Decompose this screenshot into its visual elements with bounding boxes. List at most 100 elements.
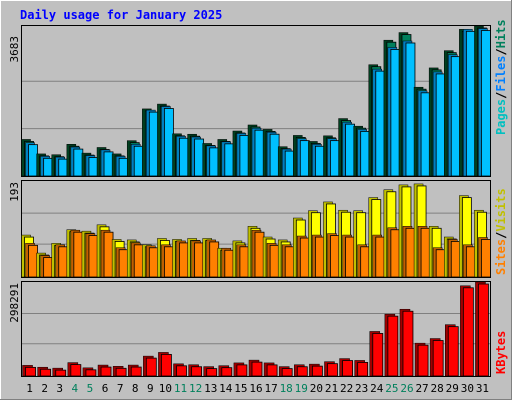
legend-sep-1: /: [494, 92, 508, 99]
x-tick-label: 3: [56, 382, 63, 395]
files-bar-27: [420, 92, 431, 177]
sites-bar-11: [179, 242, 189, 278]
sites-bar-24: [375, 236, 386, 278]
kbytes-bar-27: [417, 344, 429, 377]
sites-bar-19: [299, 237, 310, 278]
files-bar-15: [239, 135, 250, 177]
sites-bar-16: [254, 231, 265, 278]
x-tick-label: 19: [295, 382, 308, 395]
kbytes-bar-20: [311, 365, 323, 377]
kbytes-bar-31: [478, 283, 489, 377]
sites-bar-7: [118, 249, 129, 278]
sites-bar-13: [209, 241, 220, 278]
sites-bar-27: [420, 227, 431, 278]
files-bar-20: [314, 145, 325, 177]
sites-bar-6: [103, 231, 114, 278]
files-bar-1: [28, 144, 38, 177]
x-tick-label: 5: [87, 382, 94, 395]
kbytes-bar-13: [206, 368, 218, 377]
x-tick-label: 16: [249, 382, 262, 395]
x-tick-label: 28: [431, 382, 444, 395]
legend-files: Files: [494, 56, 508, 92]
x-tick-label: 8: [132, 382, 139, 395]
legend-visits: Visits: [494, 188, 508, 231]
kbytes-bar-26: [402, 310, 414, 377]
kbytes-bar-4: [70, 364, 82, 377]
kbytes-bar-30: [462, 287, 474, 377]
sites-bar-5: [88, 235, 99, 278]
kbytes-bar-7: [115, 367, 127, 377]
kbytes-bar-8: [130, 366, 142, 377]
sites-bar-4: [73, 231, 84, 278]
legend-sites: Sites: [494, 239, 508, 275]
files-bar-7: [118, 157, 129, 177]
legend-hits-panel: Pages/Files/Hits: [494, 19, 508, 135]
x-tick-label: 20: [310, 382, 323, 395]
x-tick-label: 2: [41, 382, 48, 395]
files-bar-6: [103, 151, 114, 177]
x-tick-label: 31: [476, 382, 489, 395]
kbytes-bar-22: [342, 360, 353, 377]
x-tick-label: 13: [204, 382, 217, 395]
sites-bar-20: [314, 236, 325, 278]
sites-bar-3: [58, 246, 69, 278]
x-tick-label: 6: [102, 382, 109, 395]
sites-bar-14: [224, 249, 235, 278]
kbytes-bar-18: [281, 368, 293, 377]
sites-bar-26: [405, 227, 416, 278]
x-tick-label: 22: [340, 382, 353, 395]
files-bar-11: [179, 137, 189, 177]
legend-kbytes-panel: KBytes: [494, 331, 508, 374]
sites-bar-12: [194, 242, 205, 278]
legend-visits-panel: Sites/Visits: [494, 188, 508, 275]
kbytes-bar-10: [161, 354, 172, 377]
kbytes-bar-16: [251, 361, 263, 377]
sites-bar-31: [481, 239, 491, 278]
x-tick-label: 25: [385, 382, 398, 395]
legend-kbytes: KBytes: [494, 331, 508, 374]
sites-bar-10: [164, 246, 174, 278]
kbytes-bar-6: [100, 366, 112, 377]
files-bar-9: [148, 111, 159, 177]
x-tick-label: 17: [264, 382, 277, 395]
x-tick-label: 29: [446, 382, 459, 395]
x-tick-label: 11: [174, 382, 187, 395]
sites-bar-22: [345, 236, 355, 278]
x-tick-label: 24: [370, 382, 384, 395]
hits-ymax-label: 3683: [8, 36, 21, 63]
files-bar-14: [224, 143, 235, 177]
kbytes-bar-29: [447, 326, 459, 377]
x-tick-label: 18: [280, 382, 293, 395]
files-bar-26: [405, 42, 416, 177]
legend-hits: Hits: [494, 19, 508, 48]
sites-bar-30: [465, 246, 476, 278]
files-bar-8: [133, 145, 144, 177]
x-tick-label: 9: [147, 382, 154, 395]
x-tick-label: 30: [461, 382, 474, 395]
kbytes-bar-21: [327, 363, 338, 377]
files-bar-16: [254, 129, 265, 177]
kbytes-bar-3: [55, 369, 67, 377]
x-tick-label: 1: [26, 382, 33, 395]
bars-layer: [21, 25, 491, 377]
kbytes-bar-15: [236, 364, 248, 377]
sites-bar-28: [435, 249, 446, 278]
sites-bar-1: [28, 244, 38, 278]
x-tick-label: 26: [400, 382, 413, 395]
files-bar-28: [435, 73, 446, 177]
files-bar-4: [73, 148, 84, 177]
files-bar-2: [43, 157, 54, 177]
files-bar-29: [450, 56, 461, 177]
x-tick-label: 4: [72, 382, 79, 395]
kbytes-bar-1: [25, 366, 36, 377]
kbytes-bar-11: [176, 365, 187, 377]
files-bar-5: [88, 157, 99, 177]
kbytes-bar-25: [387, 315, 399, 377]
x-tick-label: 14: [219, 382, 233, 395]
kbytes-bar-28: [432, 340, 444, 377]
files-bar-13: [209, 147, 220, 177]
legend-pages: Pages: [494, 99, 508, 135]
sites-bar-9: [148, 247, 159, 278]
kbytes-bar-2: [40, 368, 52, 377]
